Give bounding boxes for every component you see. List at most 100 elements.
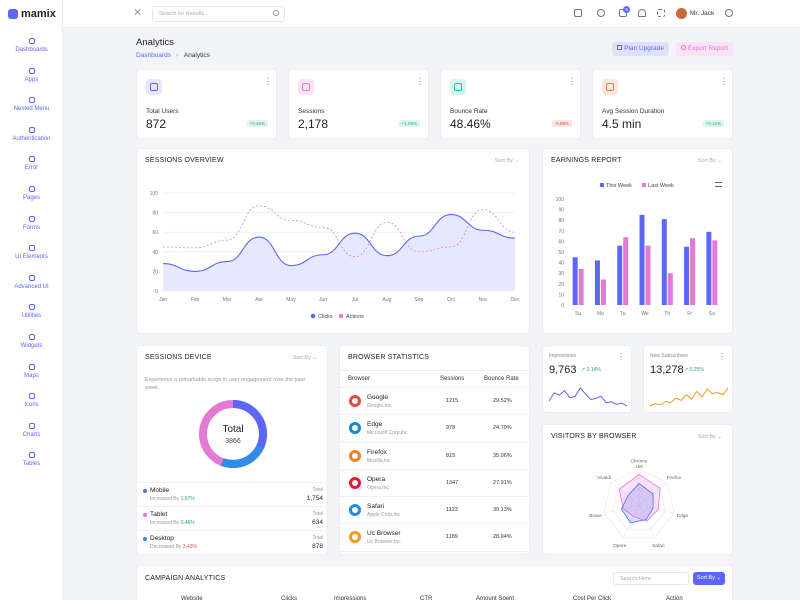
legend-swatch-icon (642, 183, 646, 187)
advanced-ui-icon (28, 274, 35, 281)
uc-browser-icon (349, 531, 361, 544)
stat-menu-icon[interactable]: ⋮ (720, 77, 728, 86)
sidebar-item-ui-elements[interactable]: UI Elements (0, 243, 63, 273)
export-report-button[interactable]: Export Report (676, 42, 733, 56)
device-row-tablet: Tablet Increased By 0.46% Total 634 (137, 506, 329, 530)
stat-value: 872 (146, 117, 167, 131)
stat-menu-icon[interactable]: ⋮ (568, 77, 576, 86)
column-bounce-rate: Bounce Rate (484, 376, 519, 382)
radar-grid (603, 468, 675, 538)
device-donut-chart (199, 400, 267, 468)
sidebar-item-icons[interactable]: Icons (0, 391, 63, 421)
subscribers-menu-icon[interactable]: ⋮ (718, 352, 726, 361)
sidebar-item-charts[interactable]: Charts (0, 421, 63, 451)
bar-this-week (639, 214, 645, 305)
sidebar-item-advanced-ui[interactable]: Advanced UI (0, 273, 63, 303)
browser-name: Edge (367, 421, 383, 429)
sidebar-item-forms[interactable]: Forms (0, 214, 63, 244)
visitors-sort-dropdown[interactable]: Sort By ⌄ (697, 434, 722, 440)
user-avatar[interactable] (676, 8, 687, 19)
cart-icon[interactable]: 5 (619, 6, 630, 17)
plan-upgrade-button[interactable]: Plan Upgrade (612, 42, 669, 56)
actions-line (162, 205, 516, 258)
page-title: Analytics (136, 37, 175, 48)
sidebar-item-tables[interactable]: Tables (0, 450, 63, 480)
earnings-sort-dropdown[interactable]: Sort By ⌄ (697, 158, 722, 164)
sidebar-item-widgets[interactable]: Widgets (0, 332, 63, 362)
breadcrumb-dashboards[interactable]: Dashboards (136, 52, 172, 59)
firefox-icon (349, 449, 361, 462)
fullscreen-icon[interactable] (657, 9, 665, 17)
device-trend: Decreased By 3.43% (150, 544, 197, 550)
impressions-delta: ↗ 0.14% (581, 367, 601, 373)
breadcrumb-analytics: Analytics (183, 52, 210, 59)
y-tick-label: 60 (152, 230, 158, 236)
sidebar-item-label: Advanced UI (14, 283, 49, 290)
campaign-search-input[interactable]: Search Here (613, 572, 689, 585)
total-users-icon (146, 79, 162, 95)
sidebar-item-dashboards[interactable]: Dashboards (0, 36, 63, 66)
breadcrumb: Dashboards › Analytics (136, 52, 210, 59)
language-icon[interactable] (574, 9, 582, 17)
donut-total-value: 3866 (225, 438, 241, 445)
logo-icon (8, 9, 18, 19)
y-tick-label: 0 (155, 289, 158, 295)
x-tick-label: Dec (511, 297, 520, 303)
stat-menu-icon[interactable]: ⋮ (264, 77, 272, 86)
x-tick-label: May (286, 297, 296, 303)
sidebar-item-utilities[interactable]: Utilities (0, 302, 63, 332)
sidebar-item-pages[interactable]: Pages (0, 184, 63, 214)
y-tick-label: 40 (558, 261, 564, 267)
sidebar-item-authentication[interactable]: Authentication (0, 125, 63, 155)
authentication-icon (28, 126, 35, 133)
impressions-value: 9,763 (549, 364, 577, 376)
sidebar-item-label: Maps (24, 372, 39, 379)
sidebar-item-error[interactable]: Error (0, 154, 63, 184)
sidebar-item-label: UI Elements (15, 254, 48, 261)
sessions-overview-chart: 0 20 40 60 80 100 Jan Feb Mar Apr May Jun Jul Aug Sep O… (150, 191, 520, 320)
sidebar-item-apps[interactable]: Apps (0, 66, 63, 96)
earnings-report-title: EARNINGS REPORT (551, 157, 622, 164)
sessions-sort-dropdown[interactable]: Sort By ⌄ (494, 158, 519, 164)
dashboards-icon (28, 38, 35, 44)
campaign-column-action: Action (666, 596, 683, 600)
subscribers-sparkline (649, 387, 729, 407)
x-tick-label: Oct (447, 297, 455, 303)
sidebar-item-maps[interactable]: Maps (0, 362, 63, 392)
bar-last-week (600, 279, 606, 305)
gear-icon[interactable] (725, 9, 733, 17)
browser-sessions: 1123 (446, 507, 458, 514)
browser-row-opera: Opera Opera,Inc 1347 27.91% (340, 470, 531, 498)
radar-axis-label: Firefox (667, 475, 682, 481)
campaign-sort-button[interactable]: Sort By ⌄ (693, 572, 725, 585)
device-sort-dropdown[interactable]: Sort By ⌄ (292, 355, 317, 361)
browser-statistics-title: BROWSER STATISTICS (348, 354, 430, 361)
sidebar-toggle-icon[interactable]: ✕ (133, 7, 143, 19)
app-logo[interactable]: mamix (8, 6, 56, 22)
browser-company: Google,Inc (367, 403, 392, 409)
legend-label: This Week (606, 183, 632, 189)
bar-this-week (684, 246, 690, 305)
x-tick-label: Th (664, 311, 670, 317)
radar-grid (629, 495, 649, 514)
impressions-menu-icon[interactable]: ⋮ (617, 352, 625, 361)
device-row-mobile: Mobile Increased By 1.67% Total 1,754 (137, 482, 329, 506)
chart-menu-icon[interactable] (715, 182, 722, 187)
legend-dot-icon (310, 313, 316, 319)
device-percent: 3.43% (182, 544, 197, 550)
x-tick-label: Apr (255, 297, 263, 303)
browser-name: Firefox (367, 448, 387, 456)
subscribers-label: New Subscribers (650, 353, 688, 359)
search-input[interactable]: Search for Results... (152, 6, 285, 22)
user-name[interactable]: Mr. Jack (690, 10, 715, 17)
stat-menu-icon[interactable]: ⋮ (416, 77, 424, 86)
charts-icon (28, 422, 35, 429)
notification-bell-icon[interactable] (638, 9, 646, 17)
sidebar-item-label: Nested Menu (13, 106, 50, 113)
stat-label: Sessions (298, 108, 325, 115)
sidebar-item-nested-menu[interactable]: Nested Menu (0, 95, 63, 125)
browser-sessions: 1215 (446, 398, 459, 404)
x-tick-label: Tu (620, 311, 626, 317)
radar-axis-label: Brave (589, 513, 602, 519)
theme-toggle-icon[interactable] (597, 9, 605, 17)
